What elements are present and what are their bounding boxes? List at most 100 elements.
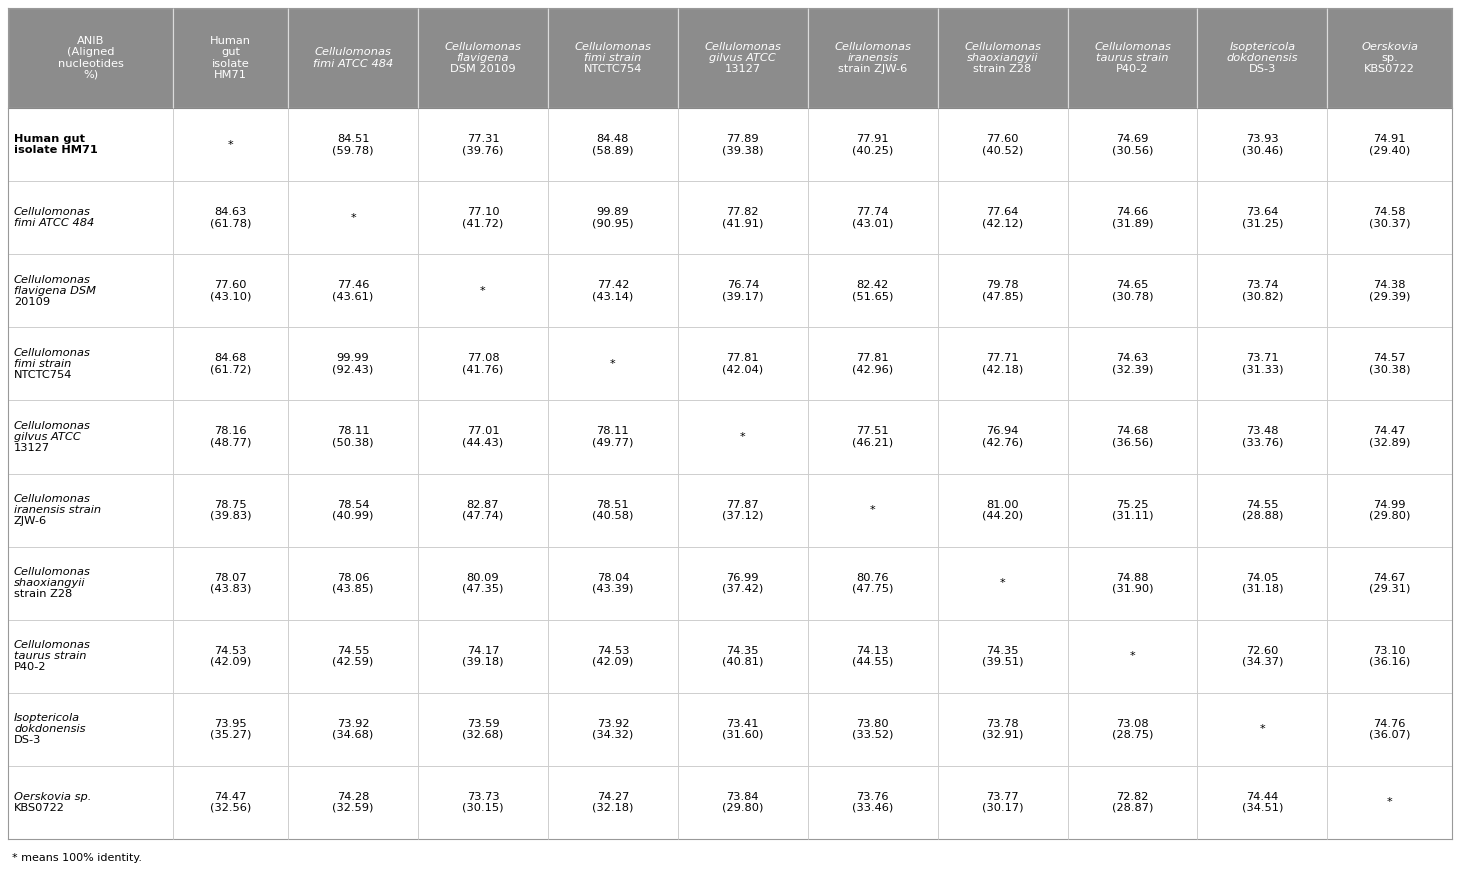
Text: (39.38): (39.38) — [723, 145, 764, 155]
Text: iranensis: iranensis — [847, 53, 898, 63]
Text: Cellulomonas: Cellulomonas — [574, 42, 651, 52]
Text: (31.60): (31.60) — [723, 730, 764, 740]
Text: (42.12): (42.12) — [983, 218, 1023, 229]
Text: Cellulomonas: Cellulomonas — [1094, 42, 1171, 52]
Text: 73.78: 73.78 — [987, 719, 1019, 729]
Text: (32.56): (32.56) — [210, 803, 251, 813]
Text: 76.94: 76.94 — [987, 427, 1019, 436]
Text: (40.58): (40.58) — [593, 511, 634, 521]
Bar — [418, 401, 548, 474]
Bar — [807, 8, 937, 108]
Text: (47.75): (47.75) — [853, 584, 894, 594]
Text: 73.80: 73.80 — [857, 719, 889, 729]
Bar — [677, 181, 807, 255]
Text: (40.99): (40.99) — [333, 511, 374, 521]
Text: 73.71: 73.71 — [1247, 354, 1279, 363]
Text: 77.10: 77.10 — [467, 207, 499, 217]
Text: 73.84: 73.84 — [727, 792, 759, 802]
Bar — [7, 328, 174, 401]
Text: (40.81): (40.81) — [723, 657, 764, 667]
Text: 74.63: 74.63 — [1117, 354, 1149, 363]
Bar — [937, 547, 1067, 620]
Bar — [174, 766, 288, 839]
Text: (30.56): (30.56) — [1113, 145, 1153, 155]
Bar — [174, 474, 288, 547]
Text: DS-3: DS-3 — [1248, 64, 1276, 74]
Text: 73.08: 73.08 — [1117, 719, 1149, 729]
Text: *: * — [480, 286, 486, 295]
Bar — [548, 547, 677, 620]
Text: 77.74: 77.74 — [857, 207, 889, 217]
Text: 78.51: 78.51 — [597, 500, 629, 509]
Bar — [1197, 474, 1327, 547]
Text: gilvus ATCC: gilvus ATCC — [15, 432, 80, 442]
Bar — [1197, 401, 1327, 474]
Bar — [1067, 693, 1197, 766]
Text: (29.39): (29.39) — [1369, 291, 1410, 302]
Text: Cellulomonas: Cellulomonas — [15, 567, 91, 577]
Text: (41.76): (41.76) — [463, 364, 504, 375]
Bar — [677, 401, 807, 474]
Bar — [1197, 255, 1327, 328]
Text: KBS0722: KBS0722 — [1364, 64, 1415, 74]
Text: (58.89): (58.89) — [593, 145, 634, 155]
Bar — [174, 620, 288, 693]
Bar — [548, 401, 677, 474]
Bar — [1067, 8, 1197, 108]
Bar — [174, 255, 288, 328]
Text: (44.55): (44.55) — [853, 657, 894, 667]
Text: (31.25): (31.25) — [1242, 218, 1283, 229]
Text: NTCTC754: NTCTC754 — [584, 64, 642, 74]
Text: (43.85): (43.85) — [333, 584, 374, 594]
Bar — [807, 181, 937, 255]
Text: *: * — [1387, 798, 1393, 807]
Text: (34.51): (34.51) — [1242, 803, 1283, 813]
Text: (44.20): (44.20) — [983, 511, 1023, 521]
Text: (37.12): (37.12) — [723, 511, 764, 521]
Text: 74.58: 74.58 — [1374, 207, 1406, 217]
Text: 13127: 13127 — [15, 443, 50, 453]
Text: (42.96): (42.96) — [853, 364, 894, 375]
Bar — [288, 474, 418, 547]
Bar — [1197, 766, 1327, 839]
Text: (39.76): (39.76) — [463, 145, 504, 155]
Text: 99.89: 99.89 — [597, 207, 629, 217]
Text: 73.95: 73.95 — [215, 719, 247, 729]
Text: ZJW-6: ZJW-6 — [15, 516, 47, 526]
Text: (30.37): (30.37) — [1369, 218, 1410, 229]
Text: HM71: HM71 — [215, 70, 247, 80]
Text: 74.57: 74.57 — [1374, 354, 1406, 363]
Bar — [7, 181, 174, 255]
Text: (41.91): (41.91) — [723, 218, 764, 229]
Text: (47.35): (47.35) — [463, 584, 504, 594]
Text: Cellulomonas: Cellulomonas — [15, 494, 91, 504]
Bar — [174, 328, 288, 401]
Bar — [7, 474, 174, 547]
Text: (28.87): (28.87) — [1113, 803, 1153, 813]
Text: strain ZJW-6: strain ZJW-6 — [838, 64, 907, 74]
Text: ANIB: ANIB — [77, 36, 104, 46]
Text: 80.76: 80.76 — [857, 573, 889, 582]
Text: 73.93: 73.93 — [1247, 134, 1279, 144]
Bar — [677, 693, 807, 766]
Text: Isoptericola: Isoptericola — [15, 713, 80, 723]
Bar — [937, 255, 1067, 328]
Text: (39.18): (39.18) — [463, 657, 504, 667]
Text: Oerskovia sp.: Oerskovia sp. — [15, 792, 92, 802]
Text: 74.17: 74.17 — [467, 646, 499, 656]
Text: *: * — [228, 140, 234, 149]
Bar — [174, 108, 288, 181]
Text: (29.80): (29.80) — [723, 803, 764, 813]
Bar — [677, 547, 807, 620]
Text: 77.60: 77.60 — [987, 134, 1019, 144]
Text: Isoptericola: Isoptericola — [1229, 42, 1295, 52]
Text: (43.10): (43.10) — [210, 291, 251, 302]
Text: (43.39): (43.39) — [593, 584, 634, 594]
Bar — [1327, 181, 1453, 255]
Text: 73.59: 73.59 — [467, 719, 499, 729]
Bar — [288, 401, 418, 474]
Text: (30.38): (30.38) — [1369, 364, 1410, 375]
Bar — [677, 620, 807, 693]
Bar — [937, 8, 1067, 108]
Text: DS-3: DS-3 — [15, 735, 41, 746]
